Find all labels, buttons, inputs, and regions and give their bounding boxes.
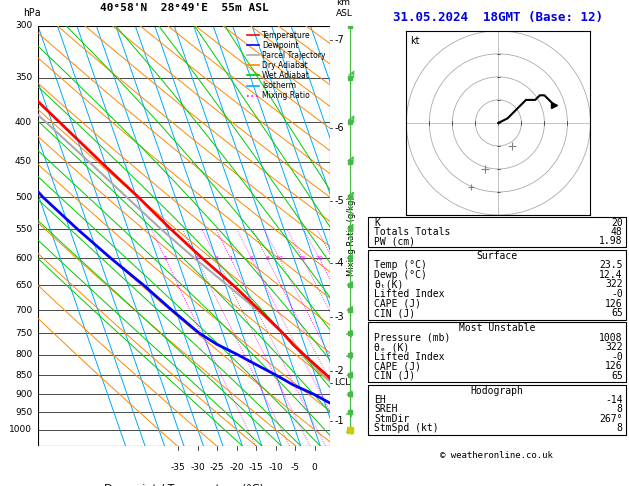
Text: Most Unstable: Most Unstable xyxy=(459,323,535,333)
Text: 700: 700 xyxy=(15,306,32,314)
Text: StmDir: StmDir xyxy=(374,414,409,424)
Text: -0: -0 xyxy=(611,289,623,299)
Text: 450: 450 xyxy=(15,157,32,166)
Text: Mixing Ratio (g/kg): Mixing Ratio (g/kg) xyxy=(347,196,357,276)
Text: 126: 126 xyxy=(605,298,623,309)
Legend: Temperature, Dewpoint, Parcel Trajectory, Dry Adiabat, Wet Adiabat, Isotherm, Mi: Temperature, Dewpoint, Parcel Trajectory… xyxy=(247,30,326,101)
Text: Dewpoint / Temperature (°C): Dewpoint / Temperature (°C) xyxy=(104,484,264,486)
Text: 322: 322 xyxy=(605,279,623,290)
Text: 550: 550 xyxy=(15,225,32,234)
Text: -25: -25 xyxy=(210,463,225,472)
Text: 1: 1 xyxy=(164,256,167,261)
Text: hPa: hPa xyxy=(23,8,41,17)
Text: -4: -4 xyxy=(335,258,344,268)
Text: 126: 126 xyxy=(605,361,623,371)
Text: 6: 6 xyxy=(250,256,253,261)
Text: 20: 20 xyxy=(315,256,323,261)
Text: CIN (J): CIN (J) xyxy=(374,308,415,318)
Text: -5: -5 xyxy=(335,196,344,206)
Text: Dewp (°C): Dewp (°C) xyxy=(374,270,427,280)
Text: Temp (°C): Temp (°C) xyxy=(374,260,427,270)
Text: Pressure (mb): Pressure (mb) xyxy=(374,332,450,343)
Text: 4: 4 xyxy=(229,256,233,261)
Text: 8: 8 xyxy=(617,423,623,434)
Text: Lifted Index: Lifted Index xyxy=(374,352,445,362)
Text: Hodograph: Hodograph xyxy=(470,385,523,396)
Text: 750: 750 xyxy=(15,329,32,338)
Text: 267°: 267° xyxy=(599,414,623,424)
Text: Lifted Index: Lifted Index xyxy=(374,289,445,299)
Text: -1: -1 xyxy=(335,416,344,426)
Text: 850: 850 xyxy=(15,371,32,380)
Text: 350: 350 xyxy=(15,73,32,82)
Text: km
ASL: km ASL xyxy=(336,0,353,17)
Text: θₜ(K): θₜ(K) xyxy=(374,279,403,290)
Text: © weatheronline.co.uk: © weatheronline.co.uk xyxy=(440,451,554,460)
Text: 65: 65 xyxy=(611,308,623,318)
Text: -3: -3 xyxy=(335,312,344,322)
Text: 23.5: 23.5 xyxy=(599,260,623,270)
Text: 10: 10 xyxy=(276,256,283,261)
Text: 15: 15 xyxy=(299,256,306,261)
Text: 322: 322 xyxy=(605,342,623,352)
Text: -35: -35 xyxy=(171,463,186,472)
Text: 20: 20 xyxy=(611,218,623,228)
Text: CIN (J): CIN (J) xyxy=(374,371,415,381)
Text: StmSpd (kt): StmSpd (kt) xyxy=(374,423,438,434)
Text: -20: -20 xyxy=(230,463,244,472)
Text: kt: kt xyxy=(410,36,420,46)
Text: -30: -30 xyxy=(191,463,205,472)
Text: 950: 950 xyxy=(15,408,32,417)
Text: -10: -10 xyxy=(269,463,283,472)
Text: 31.05.2024  18GMT (Base: 12): 31.05.2024 18GMT (Base: 12) xyxy=(393,11,603,23)
Text: 300: 300 xyxy=(15,21,32,31)
Text: -14: -14 xyxy=(605,395,623,405)
Text: 3: 3 xyxy=(214,256,218,261)
Text: 900: 900 xyxy=(15,390,32,399)
Text: -0: -0 xyxy=(611,352,623,362)
Text: -7: -7 xyxy=(335,35,344,45)
Text: 600: 600 xyxy=(15,254,32,263)
Text: Surface: Surface xyxy=(476,251,518,260)
Text: 1008: 1008 xyxy=(599,332,623,343)
Text: Totals Totals: Totals Totals xyxy=(374,227,450,237)
Text: 48: 48 xyxy=(611,227,623,237)
Text: SREH: SREH xyxy=(374,404,398,415)
Text: 40°58'N  28°49'E  55m ASL: 40°58'N 28°49'E 55m ASL xyxy=(99,3,269,14)
Text: 65: 65 xyxy=(611,371,623,381)
Text: CAPE (J): CAPE (J) xyxy=(374,361,421,371)
Text: -15: -15 xyxy=(249,463,264,472)
Text: K: K xyxy=(374,218,380,228)
Text: 650: 650 xyxy=(15,281,32,290)
Text: 8: 8 xyxy=(265,256,269,261)
Text: 400: 400 xyxy=(15,118,32,127)
Text: LCL: LCL xyxy=(335,379,350,387)
Text: PW (cm): PW (cm) xyxy=(374,236,415,246)
Text: 12.4: 12.4 xyxy=(599,270,623,280)
Text: CAPE (J): CAPE (J) xyxy=(374,298,421,309)
Text: θₑ (K): θₑ (K) xyxy=(374,342,409,352)
Text: 2: 2 xyxy=(195,256,199,261)
Text: 0: 0 xyxy=(312,463,318,472)
Text: -5: -5 xyxy=(291,463,299,472)
Text: 800: 800 xyxy=(15,350,32,359)
Text: 500: 500 xyxy=(15,193,32,202)
Text: -2: -2 xyxy=(335,366,344,376)
Text: 1.98: 1.98 xyxy=(599,236,623,246)
Text: EH: EH xyxy=(374,395,386,405)
Text: 1000: 1000 xyxy=(9,425,32,434)
Text: 8: 8 xyxy=(617,404,623,415)
Text: -6: -6 xyxy=(335,123,344,133)
